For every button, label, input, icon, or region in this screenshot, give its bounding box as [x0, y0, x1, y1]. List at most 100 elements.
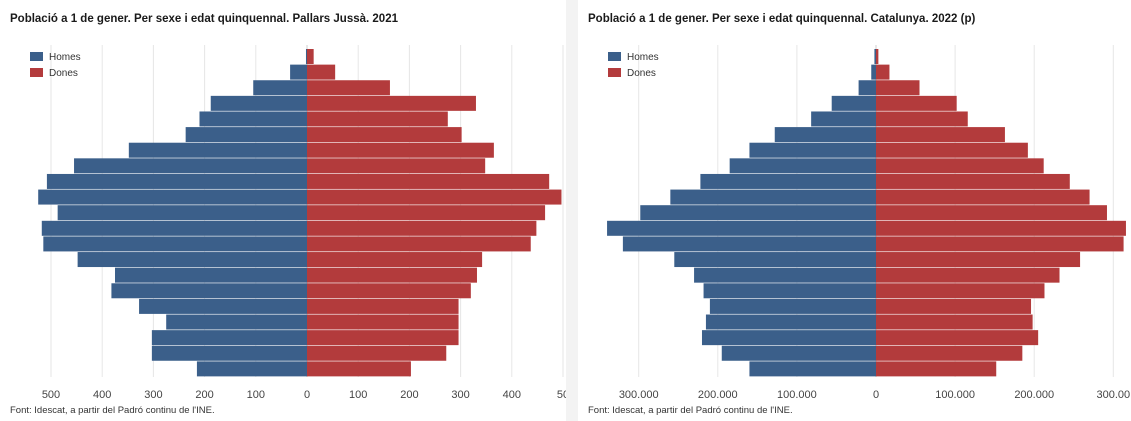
bar-dones[interactable] [876, 345, 1023, 361]
bar-homes[interactable] [831, 95, 876, 111]
bar-dones[interactable] [876, 330, 1039, 346]
bar-homes[interactable] [700, 173, 876, 189]
bar-homes[interactable] [290, 64, 307, 80]
bar-homes[interactable] [115, 267, 307, 283]
bar-homes[interactable] [46, 173, 308, 189]
bar-homes[interactable] [749, 142, 876, 158]
bar-homes[interactable] [709, 298, 876, 314]
bar-dones[interactable] [307, 220, 537, 236]
bar-homes[interactable] [705, 314, 876, 330]
bar-dones[interactable] [876, 64, 890, 80]
bar-dones[interactable] [876, 49, 879, 64]
bar-homes[interactable] [43, 236, 307, 252]
bar-dones[interactable] [876, 173, 1070, 189]
bar-homes[interactable] [41, 220, 308, 236]
bar-homes[interactable] [607, 220, 876, 236]
bar-dones[interactable] [876, 236, 1124, 252]
bar-homes[interactable] [196, 361, 307, 377]
bar-dones[interactable] [876, 283, 1045, 299]
bar-dones[interactable] [307, 205, 546, 221]
bar-homes[interactable] [694, 267, 876, 283]
bar-homes[interactable] [253, 80, 307, 96]
bar-dones[interactable] [307, 298, 459, 314]
bar-homes[interactable] [871, 64, 876, 80]
bar-homes[interactable] [57, 205, 307, 221]
bar-dones[interactable] [307, 252, 483, 268]
bar-dones[interactable] [876, 189, 1090, 205]
bar-homes[interactable] [151, 345, 307, 361]
bar-homes[interactable] [670, 189, 876, 205]
bar-homes[interactable] [703, 283, 876, 299]
bar-dones[interactable] [876, 252, 1081, 268]
bar-homes[interactable] [749, 361, 876, 377]
bar-homes[interactable] [305, 49, 307, 64]
legend-label-dones: Dones [627, 68, 656, 79]
bar-dones[interactable] [307, 49, 314, 64]
bar-dones[interactable] [876, 80, 920, 96]
legend-label-homes: Homes [627, 52, 659, 63]
bar-homes[interactable] [111, 283, 307, 299]
bar-homes[interactable] [858, 80, 876, 96]
bar-dones[interactable] [876, 314, 1033, 330]
legend-item-homes[interactable]: Homes [30, 50, 81, 66]
bar-homes[interactable] [77, 252, 308, 268]
bar-homes[interactable] [811, 111, 876, 127]
legend-item-dones[interactable]: Dones [30, 66, 81, 82]
bar-dones[interactable] [876, 220, 1126, 236]
x-tick-label: 200 [400, 389, 418, 401]
bar-dones[interactable] [876, 127, 1005, 143]
bar-dones[interactable] [307, 127, 462, 143]
legend-item-dones[interactable]: Dones [608, 66, 659, 82]
bar-dones[interactable] [876, 267, 1060, 283]
bar-dones[interactable] [307, 158, 486, 174]
legend-item-homes[interactable]: Homes [608, 50, 659, 66]
bar-dones[interactable] [307, 267, 477, 283]
bar-homes[interactable] [721, 345, 876, 361]
bar-dones[interactable] [307, 142, 494, 158]
bar-homes[interactable] [38, 189, 307, 205]
source-note: Font: Idescat, a partir del Padró contin… [10, 405, 215, 416]
bar-dones[interactable] [307, 314, 459, 330]
bar-homes[interactable] [622, 236, 876, 252]
bar-dones[interactable] [307, 330, 459, 346]
bar-homes[interactable] [874, 49, 876, 64]
bar-dones[interactable] [307, 95, 476, 111]
bar-homes[interactable] [185, 127, 307, 143]
bar-dones[interactable] [876, 361, 997, 377]
bar-homes[interactable] [210, 95, 307, 111]
bar-dones[interactable] [307, 236, 531, 252]
bar-homes[interactable] [166, 314, 307, 330]
bar-dones[interactable] [876, 205, 1107, 221]
bar-dones[interactable] [307, 173, 550, 189]
bar-homes[interactable] [74, 158, 307, 174]
bar-dones[interactable] [307, 189, 562, 205]
bar-dones[interactable] [876, 95, 957, 111]
source-note: Font: Idescat, a partir del Padró contin… [588, 405, 793, 416]
bar-dones[interactable] [876, 158, 1044, 174]
panel-separator [566, 0, 578, 421]
bar-dones[interactable] [307, 283, 471, 299]
bar-dones[interactable] [876, 298, 1032, 314]
bar-dones[interactable] [876, 111, 968, 127]
bar-homes[interactable] [640, 205, 876, 221]
bar-homes[interactable] [674, 252, 876, 268]
bar-homes[interactable] [774, 127, 876, 143]
x-tick-label: 300 [144, 389, 162, 401]
bar-dones[interactable] [307, 111, 448, 127]
bar-dones[interactable] [876, 142, 1028, 158]
chart-title: Població a 1 de gener. Per sexe i edat q… [10, 13, 398, 25]
legend: Homes Dones [30, 50, 81, 82]
x-tick-label: 100 [247, 389, 265, 401]
bar-dones[interactable] [307, 80, 390, 96]
bar-homes[interactable] [199, 111, 307, 127]
bar-homes[interactable] [128, 142, 307, 158]
bar-homes[interactable] [139, 298, 307, 314]
bar-homes[interactable] [701, 330, 876, 346]
x-tick-label: 400 [503, 389, 521, 401]
bar-dones[interactable] [307, 345, 447, 361]
bar-homes[interactable] [729, 158, 876, 174]
bar-dones[interactable] [307, 64, 336, 80]
bar-homes[interactable] [151, 330, 307, 346]
bar-dones[interactable] [307, 361, 411, 377]
pyramid-chart: 500 400 300 200 100 0 100 200 300 400 50 [38, 45, 566, 401]
